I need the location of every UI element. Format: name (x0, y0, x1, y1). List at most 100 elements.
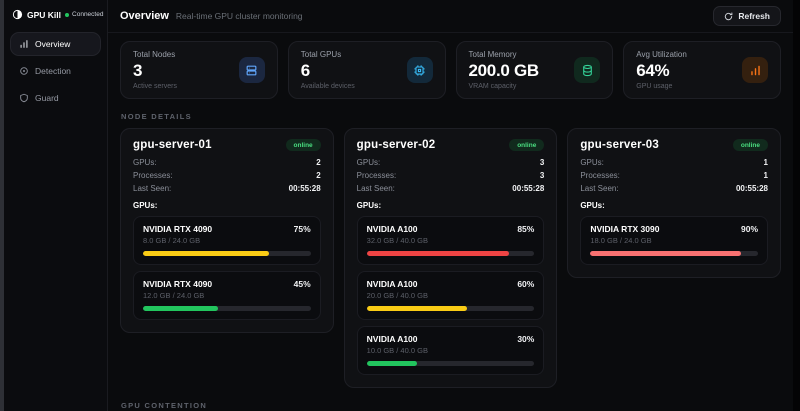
stat-value: 3 (133, 61, 143, 81)
processes-label: Processes: (133, 171, 173, 180)
gpus-count-label: GPUs: (356, 158, 381, 167)
utilization-bar-fill (143, 306, 219, 311)
sidebar-item-guard[interactable]: Guard (10, 86, 101, 110)
node-card-gpu-server-03: gpu-server-03 online GPUs: 1 Processes: 1 … (567, 128, 781, 278)
sidebar: GPU Kill Connected Overview Detection Gu… (4, 0, 108, 411)
stat-card-total-nodes: Total Nodes 3 Active servers (120, 41, 278, 99)
nodes-grid: gpu-server-01 online GPUs: 2 Processes: 2 … (120, 128, 781, 388)
status-badge: online (285, 139, 321, 151)
gpu-utilization: 90% (740, 224, 758, 234)
scrollbar-track[interactable] (793, 0, 800, 411)
stat-caption: Active servers (133, 82, 177, 90)
last-seen-value: 00:55:28 (288, 184, 321, 193)
status-badge: online (732, 139, 768, 151)
gpus-count-value: 2 (316, 158, 321, 167)
node-name: gpu-server-02 (356, 139, 436, 151)
node-name: gpu-server-03 (580, 139, 659, 151)
utilization-bar (143, 251, 311, 256)
gpu-row: NVIDIA RTX 4090 75% 8.0 GB / 24.0 GB (133, 216, 321, 265)
last-seen-label: Last Seen: (356, 184, 395, 193)
sidebar-item-detection[interactable]: Detection (10, 59, 101, 83)
connected-dot-icon (65, 12, 70, 17)
gpu-model: NVIDIA A100 (366, 334, 418, 344)
content: Total Nodes 3 Active servers Total GPUs (108, 33, 793, 411)
gpu-chip-icon (406, 57, 433, 83)
brand-name: GPU Kill (27, 9, 62, 20)
gpu-model: NVIDIA RTX 3090 (590, 224, 660, 234)
node-details-section-label: NODE DETAILS (121, 112, 192, 121)
bar-chart-icon (20, 40, 28, 48)
gpu-contention-section-label: GPU CONTENTION (121, 401, 208, 410)
utilization-bar (366, 251, 535, 256)
sidebar-nav: Overview Detection Guard (10, 32, 101, 110)
utilization-bar-fill (366, 361, 417, 366)
gpu-row: NVIDIA RTX 4090 45% 12.0 GB / 24.0 GB (133, 271, 321, 320)
refresh-button-label: Refresh (738, 11, 770, 21)
gpu-memory: 20.0 GB / 40.0 GB (366, 291, 428, 300)
stat-label: Total Memory (468, 50, 517, 60)
gpu-memory: 32.0 GB / 40.0 GB (366, 236, 428, 245)
gpu-utilization: 85% (517, 224, 535, 234)
gpu-memory: 12.0 GB / 24.0 GB (143, 291, 205, 300)
sidebar-item-label: Detection (35, 66, 71, 76)
gpu-row: NVIDIA A100 30% 10.0 GB / 40.0 GB (356, 326, 545, 375)
connection-status: Connected (65, 11, 103, 18)
utilization-bar-fill (366, 306, 468, 311)
utilization-bar-fill (366, 251, 510, 256)
refresh-icon (725, 11, 733, 20)
stat-card-avg-utilization: Avg Utilization 64% GPU usage (623, 41, 781, 99)
gpu-model: NVIDIA RTX 4090 (143, 224, 213, 234)
gpu-memory: 18.0 GB / 24.0 GB (590, 236, 652, 245)
stat-value: 200.0 GB (468, 61, 540, 81)
last-seen-value: 00:55:28 (512, 184, 545, 193)
gpus-count-label: GPUs: (580, 158, 604, 167)
window-edge (0, 0, 4, 411)
node-card-gpu-server-01: gpu-server-01 online GPUs: 2 Processes: 2 … (120, 128, 334, 333)
gpus-count-value: 3 (539, 158, 545, 167)
last-seen-label: Last Seen: (580, 184, 619, 193)
gpu-memory: 10.0 GB / 40.0 GB (366, 346, 428, 355)
gpus-count-label: GPUs: (133, 158, 157, 167)
gpu-model: NVIDIA A100 (366, 279, 418, 289)
database-icon (574, 57, 601, 83)
page-subtitle: Real-time GPU cluster monitoring (175, 11, 303, 21)
gpu-memory: 8.0 GB / 24.0 GB (143, 236, 201, 245)
stat-label: Total Nodes (133, 50, 176, 60)
gpu-utilization: 60% (517, 279, 535, 289)
stat-caption: VRAM capacity (468, 82, 517, 90)
utilization-bar (143, 306, 311, 311)
gpu-list-label: GPUs: (356, 201, 382, 210)
shield-icon (20, 93, 28, 103)
refresh-button[interactable]: Refresh (713, 6, 781, 26)
processes-label: Processes: (580, 171, 620, 180)
stat-label: Total GPUs (300, 50, 342, 60)
status-badge: online (509, 139, 545, 151)
last-seen-value: 00:55:28 (735, 184, 768, 193)
stat-value: 64% (636, 61, 670, 81)
detection-icon (20, 67, 28, 75)
processes-value: 1 (763, 171, 768, 180)
gpu-utilization: 75% (293, 224, 311, 234)
utilization-bar (366, 306, 535, 311)
processes-value: 3 (539, 171, 545, 180)
bar-chart-icon (742, 57, 768, 83)
stat-card-total-memory: Total Memory 200.0 GB VRAM capacity (455, 41, 614, 99)
processes-label: Processes: (356, 171, 397, 180)
gpu-row: NVIDIA A100 85% 32.0 GB / 40.0 GB (356, 216, 545, 265)
node-card-gpu-server-02: gpu-server-02 online GPUs: 3 Processes: 3 … (343, 128, 558, 388)
gpus-count-value: 1 (763, 158, 768, 167)
page-header: Overview Real-time GPU cluster monitorin… (108, 0, 793, 33)
gpu-utilization: 30% (517, 334, 535, 344)
gpu-list-label: GPUs: (580, 201, 605, 210)
gpu-utilization: 45% (293, 279, 311, 289)
gpu-kill-logo-icon (12, 9, 23, 20)
gpu-model: NVIDIA RTX 4090 (143, 279, 213, 289)
stat-value: 6 (300, 61, 310, 81)
gpu-row: NVIDIA RTX 3090 90% 18.0 GB / 24.0 GB (580, 216, 768, 265)
gpu-list-label: GPUs: (133, 201, 158, 210)
sidebar-item-overview[interactable]: Overview (10, 32, 101, 56)
utilization-bar (366, 361, 535, 366)
sidebar-item-label: Overview (35, 39, 71, 49)
utilization-bar-fill (590, 251, 742, 256)
stat-label: Avg Utilization (636, 50, 687, 60)
